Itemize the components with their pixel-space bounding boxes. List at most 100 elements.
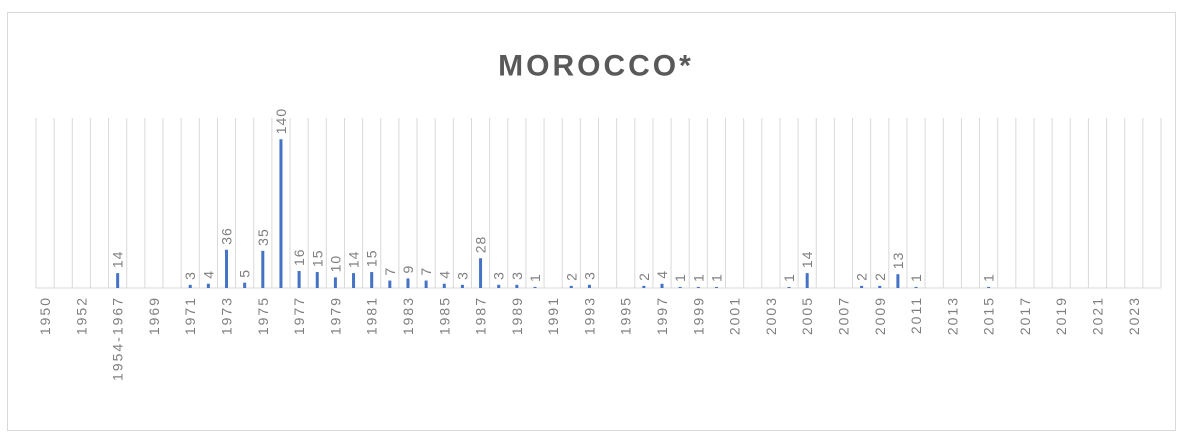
bar xyxy=(896,274,900,288)
data-label: 28 xyxy=(473,236,489,254)
data-label: 7 xyxy=(418,267,434,276)
data-label: 3 xyxy=(509,271,525,280)
bar xyxy=(188,284,192,288)
data-label: 15 xyxy=(309,249,325,267)
bar xyxy=(515,284,519,288)
bar xyxy=(424,280,428,288)
x-tick-label: 2023 xyxy=(1126,296,1142,335)
x-tick-label: 1954-1967 xyxy=(110,296,126,381)
data-label: 3 xyxy=(491,271,507,280)
data-label: 2 xyxy=(872,272,888,281)
x-tick-label: 2009 xyxy=(872,296,888,335)
x-tick-label: 1985 xyxy=(436,296,452,335)
data-label: 2 xyxy=(854,272,870,281)
data-label: 3 xyxy=(182,271,198,280)
x-tick-label: 1987 xyxy=(473,296,489,335)
data-label: 9 xyxy=(400,265,416,274)
data-label: 13 xyxy=(890,252,906,270)
data-label: 1 xyxy=(527,273,543,282)
x-tick-label: 2011 xyxy=(908,296,924,334)
bar xyxy=(460,284,464,288)
data-label: 1 xyxy=(981,273,997,282)
data-label: 4 xyxy=(436,270,452,279)
data-label: 10 xyxy=(327,255,343,273)
x-tick-label: 2003 xyxy=(763,296,779,335)
bar xyxy=(987,286,991,288)
chart-border xyxy=(7,12,1176,431)
x-tick-label: 2007 xyxy=(835,296,851,335)
bar xyxy=(225,249,229,288)
data-label: 1 xyxy=(908,273,924,282)
data-label: 1 xyxy=(781,273,797,282)
x-tick-label: 1975 xyxy=(255,296,271,335)
bar xyxy=(914,286,918,288)
x-tick-label: 1995 xyxy=(618,296,634,335)
x-tick-label: 1979 xyxy=(327,296,343,335)
data-label: 1 xyxy=(690,273,706,282)
x-tick-label: 2021 xyxy=(1089,296,1105,335)
bar xyxy=(333,277,337,288)
bar xyxy=(678,286,682,288)
bar xyxy=(787,286,791,288)
bar xyxy=(860,285,864,288)
data-label: 3 xyxy=(454,271,470,280)
data-label: 4 xyxy=(654,270,670,279)
bar xyxy=(714,286,718,288)
x-tick-label: 1973 xyxy=(219,296,235,335)
x-tick-label: 1989 xyxy=(509,296,525,335)
x-tick-label: 1983 xyxy=(400,296,416,335)
data-label: 16 xyxy=(291,248,307,266)
data-label: 14 xyxy=(799,251,815,269)
x-tick-label: 1993 xyxy=(581,296,597,335)
bar xyxy=(116,273,120,288)
data-label: 14 xyxy=(110,251,126,269)
bar xyxy=(388,280,392,288)
x-tick-label: 1981 xyxy=(364,296,380,335)
data-label: 140 xyxy=(273,108,289,134)
x-tick-label: 1971 xyxy=(182,296,198,335)
data-label: 4 xyxy=(200,270,216,279)
data-label: 36 xyxy=(219,227,235,245)
x-tick-label: 1997 xyxy=(654,296,670,335)
data-label: 1 xyxy=(672,273,688,282)
bar xyxy=(206,283,210,288)
bar xyxy=(442,283,446,288)
data-label: 3 xyxy=(581,271,597,280)
data-label: 7 xyxy=(382,267,398,276)
bar xyxy=(587,284,591,288)
data-label: 14 xyxy=(346,251,362,269)
bar xyxy=(878,285,882,288)
bar xyxy=(642,285,646,288)
x-tick-label: 1952 xyxy=(73,296,89,335)
bar xyxy=(805,273,809,288)
bar xyxy=(497,284,501,288)
data-label: 2 xyxy=(636,272,652,281)
bar xyxy=(261,250,265,288)
bar xyxy=(243,282,247,288)
bar xyxy=(297,271,301,288)
bar xyxy=(660,283,664,288)
x-tick-label: 2005 xyxy=(799,296,815,335)
x-tick-label: 1991 xyxy=(545,296,561,335)
bar xyxy=(533,286,537,288)
data-label: 35 xyxy=(255,228,271,246)
data-label: 15 xyxy=(364,249,380,267)
chart-title: MOROCCO* xyxy=(498,50,694,83)
bar xyxy=(406,278,410,288)
bar xyxy=(569,285,573,288)
bar xyxy=(370,272,374,288)
x-tick-label: 1969 xyxy=(146,296,162,335)
bar xyxy=(479,258,483,288)
data-label: 5 xyxy=(237,269,253,278)
x-tick-label: 1950 xyxy=(37,296,53,335)
x-tick-label: 1977 xyxy=(291,296,307,335)
x-tick-label: 2013 xyxy=(944,296,960,335)
x-tick-label: 2015 xyxy=(981,296,997,335)
bar xyxy=(696,286,700,288)
x-tick-label: 2001 xyxy=(727,296,743,335)
bar xyxy=(352,273,356,288)
x-tick-label: 1999 xyxy=(690,296,706,335)
data-label: 1 xyxy=(708,273,724,282)
bar xyxy=(315,272,319,288)
